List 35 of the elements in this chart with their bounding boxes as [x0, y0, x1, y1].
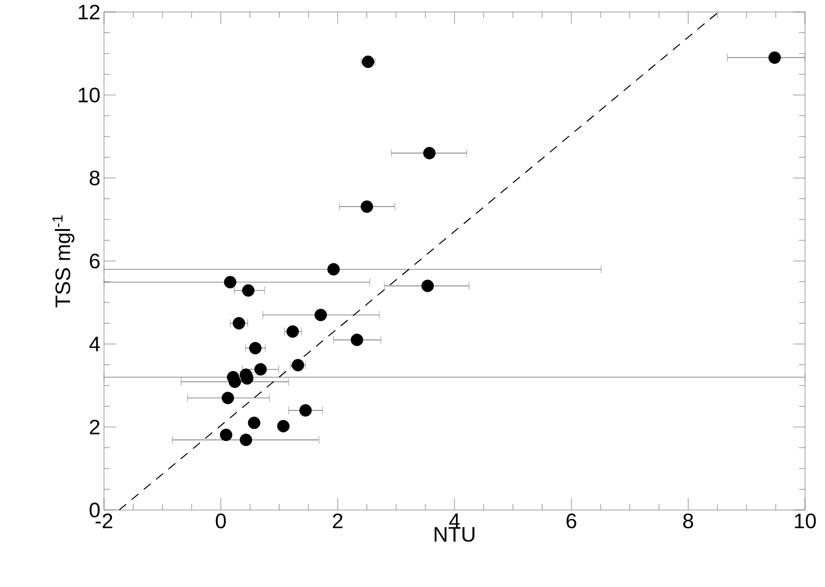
- x-tick-label: 6: [566, 514, 576, 528]
- point: [292, 358, 304, 372]
- point: [314, 308, 327, 322]
- point: [248, 416, 260, 430]
- x-tick-label: 10: [794, 514, 816, 528]
- x-tick-label: 4: [449, 514, 460, 528]
- point: [254, 363, 267, 376]
- point: [299, 404, 312, 417]
- point: [222, 392, 234, 404]
- point: [286, 325, 299, 338]
- y-tick-label: 12: [78, 4, 100, 20]
- point: [220, 428, 232, 442]
- y-tick-label: 2: [90, 420, 100, 434]
- point: [327, 263, 340, 276]
- point: [768, 51, 781, 64]
- point: [362, 56, 374, 68]
- point: [350, 334, 364, 346]
- point: [360, 200, 374, 213]
- y-tick-label: 10: [78, 88, 100, 102]
- point: [421, 280, 434, 292]
- y-tick-label: 6: [90, 254, 100, 268]
- y-axis-title: TSS mgl$^{-1}$: [52, 215, 74, 308]
- y-tick-label: 8: [90, 170, 100, 186]
- point: [224, 276, 236, 288]
- point: [240, 434, 252, 446]
- x-axis-title: NTU: [434, 527, 474, 542]
- x-tick-label: 2: [332, 514, 342, 528]
- point: [249, 342, 262, 354]
- point: [242, 284, 254, 297]
- point: [232, 317, 246, 330]
- point: [277, 420, 290, 432]
- point: [423, 146, 436, 160]
- x-tick-label: 0: [216, 514, 226, 528]
- y-tick-label: 4: [89, 336, 100, 352]
- x-tick-label: 8: [683, 514, 694, 528]
